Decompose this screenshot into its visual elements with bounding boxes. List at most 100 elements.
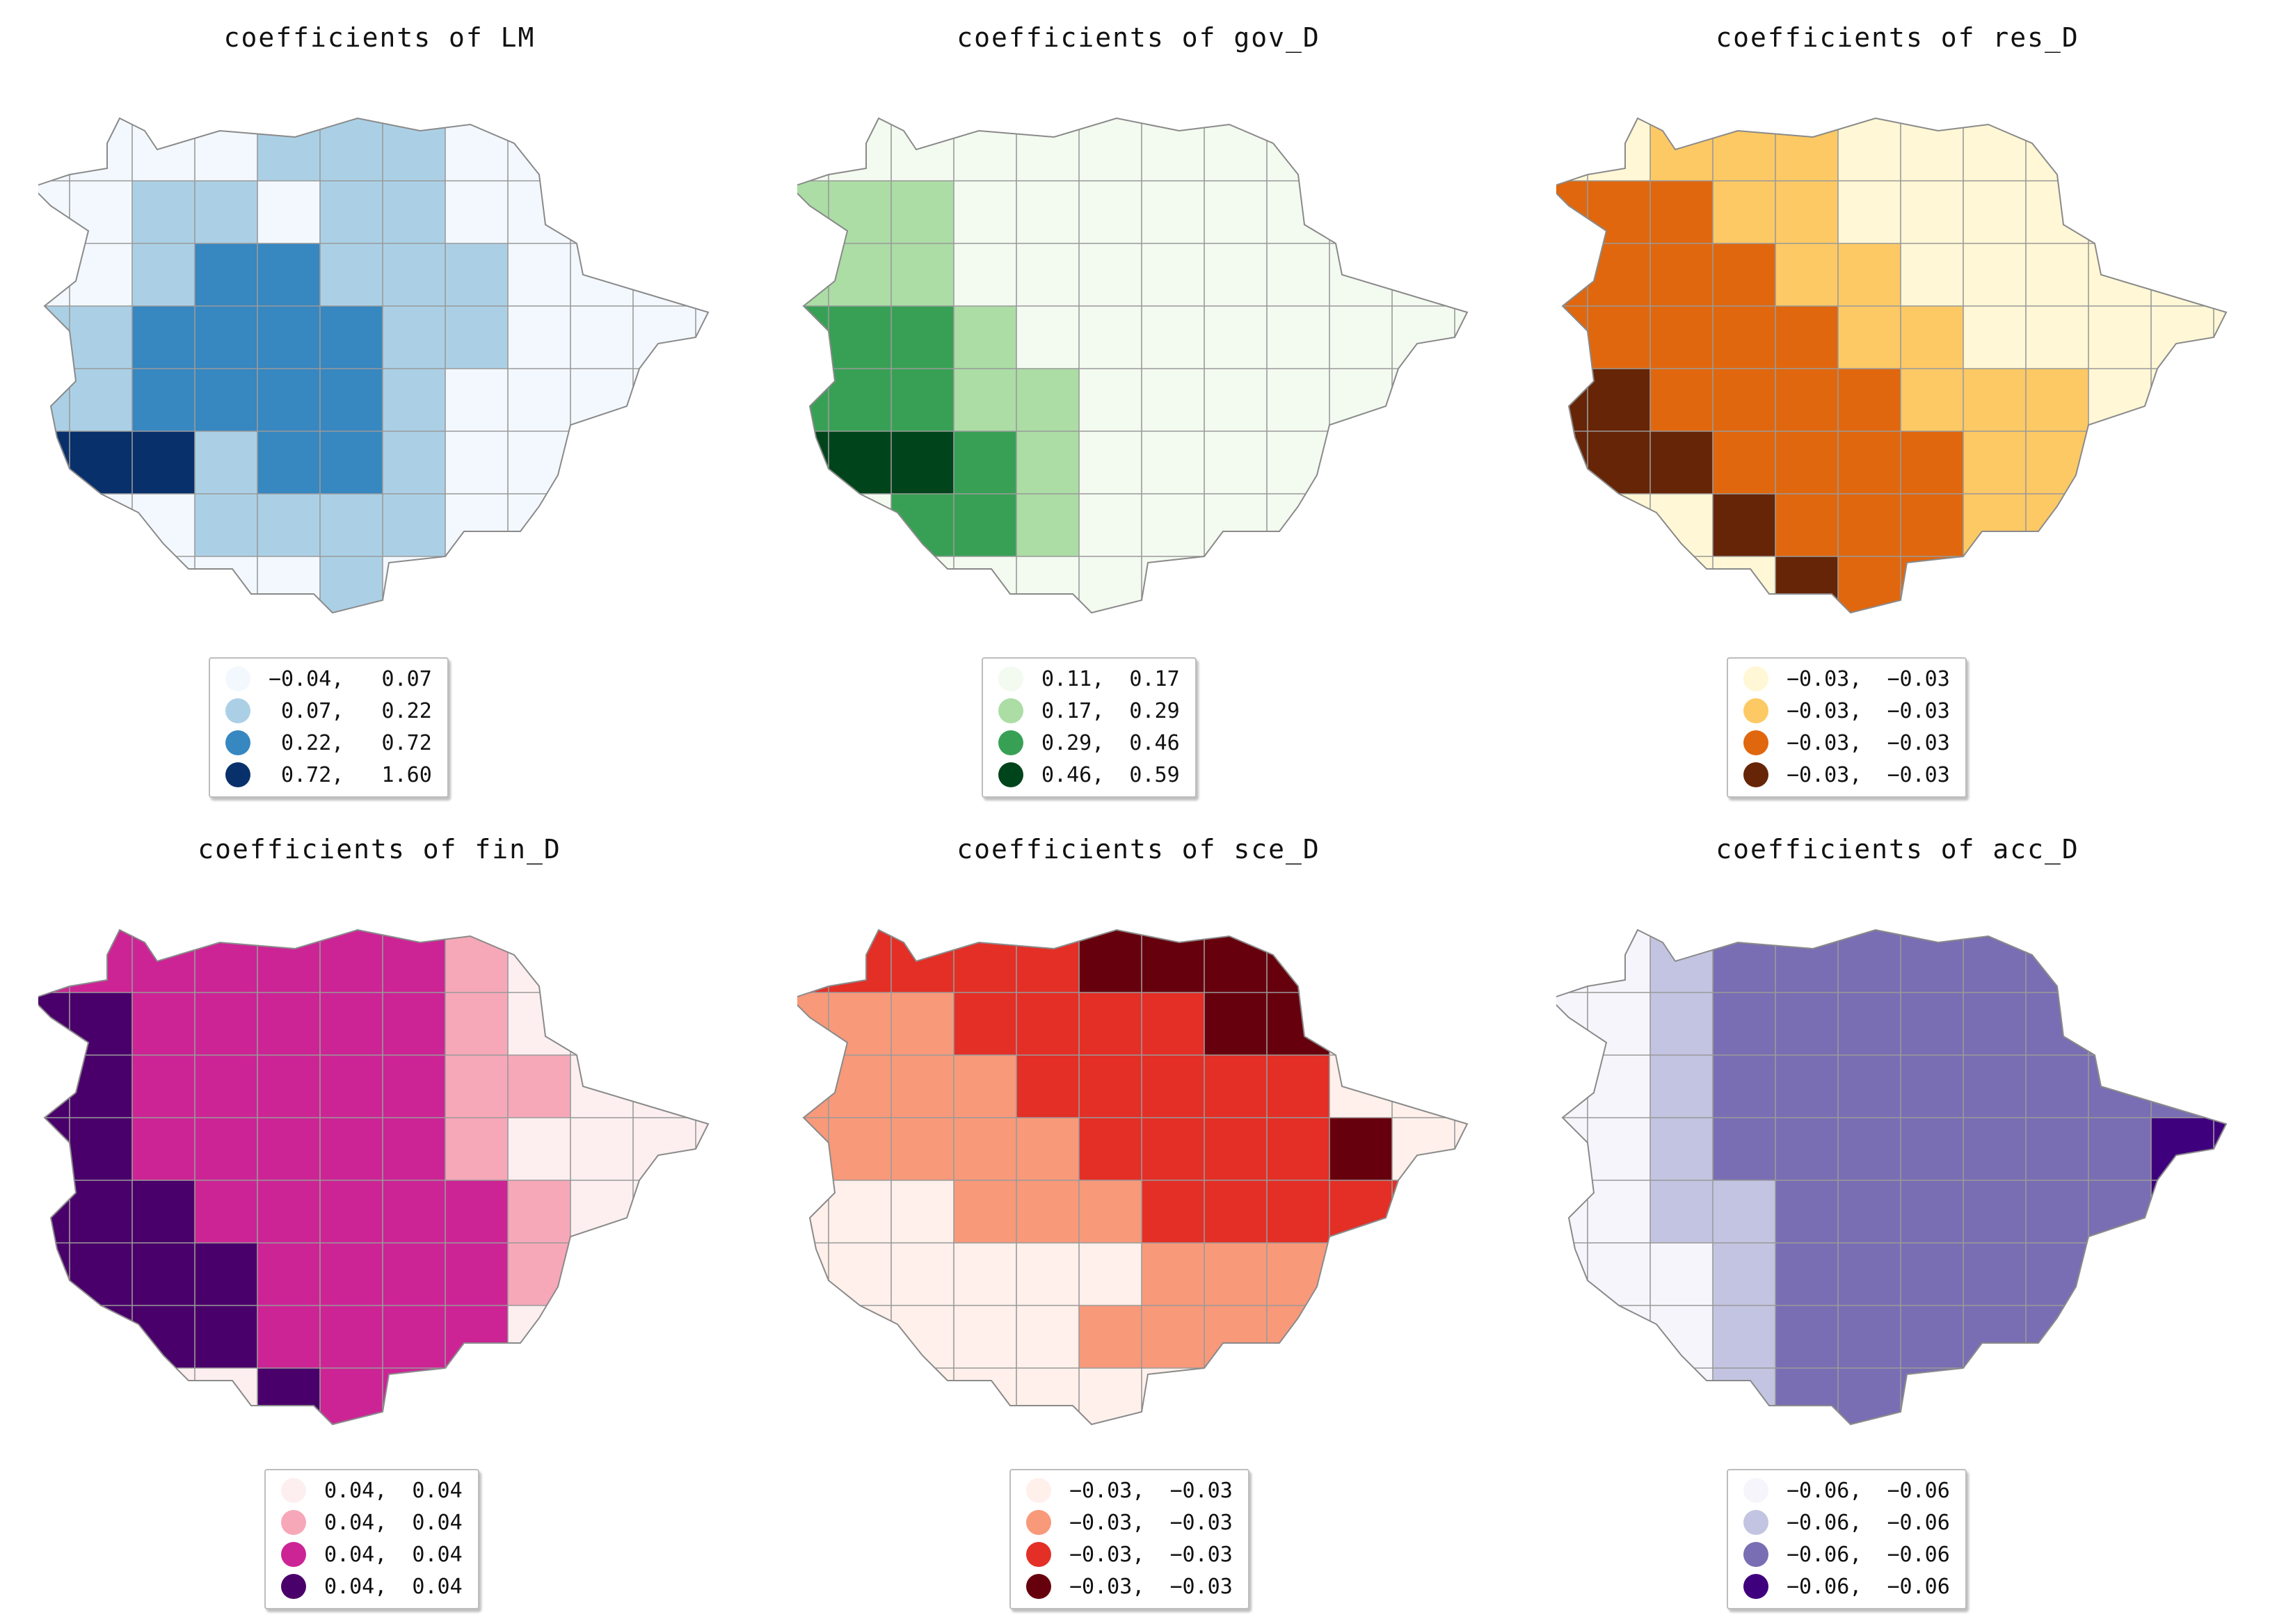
grid-cell [508,306,570,369]
grid-cell [1963,1368,2026,1424]
grid-cell [320,930,383,992]
grid-cell [891,1368,954,1424]
grid-cell [1016,369,1079,431]
grid-cell [1775,556,1838,613]
grid-cell [1650,494,1713,556]
grid-cell [1775,992,1838,1055]
grid-cell [1713,306,1775,369]
grid-cell [445,1368,508,1424]
grid-cell [570,1118,633,1180]
grid-cell [1901,306,1963,369]
grid-cell [132,556,195,613]
panel-title: coefficients of sce_D [957,834,1320,865]
grid-cell [1392,369,1467,431]
legend-swatch [998,762,1023,787]
grid-cell [1556,1055,1650,1118]
legend: −0.03, −0.03 −0.03, −0.03 −0.03, −0.03 −0.0… [1727,657,1967,798]
grid-cell [1142,992,1204,1055]
grid-cell [891,306,954,369]
grid-cell [2088,1305,2151,1368]
grid-cell [1775,243,1838,306]
grid-cell [383,556,445,613]
grid-cell [1329,556,1392,613]
grid-cell [570,556,633,613]
grid-cell [797,992,891,1055]
grid-cell [954,118,1016,181]
grid-cell [633,118,708,181]
grid-cell [132,494,195,556]
grid-cell [2151,494,2226,556]
grid-cell [1079,181,1142,243]
legend-entry: −0.03, −0.03 [1026,1570,1233,1602]
grid-cell [508,494,570,556]
grid-cell [1556,369,1650,431]
grid-cell [2088,930,2151,992]
grid-cell [891,1305,954,1368]
grid-cell [1142,1180,1204,1243]
grid-cell [1556,118,1650,181]
grid-cell [1838,243,1901,306]
grid-cell [383,1055,445,1118]
grid-cell [1556,306,1650,369]
legend-swatch [1743,666,1768,691]
grid-cell [1204,431,1267,494]
legend-label: −0.03, −0.03 [1787,730,1950,755]
grid-cell [257,992,320,1055]
grid-cell [508,556,570,613]
grid-cell [2026,930,2088,992]
legend-swatch [1026,1478,1051,1503]
grid-cells [797,930,1467,1424]
legend-swatch [281,1574,306,1599]
legend-label: 0.04, 0.04 [324,1478,463,1503]
grid-cell [383,1118,445,1180]
grid-cell [1392,494,1467,556]
grid-cell [2151,1305,2226,1368]
legend-swatch [1743,762,1768,787]
grid-cell [38,431,132,494]
grid-cell [891,1243,954,1305]
grid-cell [1775,431,1838,494]
grid-cell [38,1118,132,1180]
grid-cell [1556,181,1650,243]
grid-cell [132,1368,195,1424]
grid-cell [1392,1180,1467,1243]
grid-cell [1650,556,1713,613]
legend-entry: −0.03, −0.03 [1743,759,1950,791]
grid-cell [1838,118,1901,181]
grid-cell [1963,1305,2026,1368]
grid-cell [1392,1305,1467,1368]
grid-cell [1901,494,1963,556]
grid-cell [1556,1243,1650,1305]
grid-cell [383,1243,445,1305]
grid-cell [1713,243,1775,306]
grid-cell [1142,1368,1204,1424]
grid-cell [257,243,320,306]
grid-cell [38,181,132,243]
grid-cell [2151,556,2226,613]
grid-cell [1204,930,1267,992]
grid-cell [954,1243,1016,1305]
grid-cell [1329,243,1392,306]
legend-label: 0.07, 0.22 [269,698,432,723]
grid-cell [1204,306,1267,369]
grid-cell [797,930,891,992]
grid-cell [891,1118,954,1180]
grid-cell [1775,118,1838,181]
choropleth-map [1556,928,2228,1426]
grid-cell [1901,1055,1963,1118]
grid-cell [132,1055,195,1118]
panel-lm: coefficients of LM −0.04, 0.07 0.07, 0.2… [0,0,759,812]
legend-entry: 0.04, 0.04 [281,1474,463,1506]
grid-cell [570,431,633,494]
legend: 0.04, 0.04 0.04, 0.04 0.04, 0.04 0.04, 0.04 [264,1469,479,1609]
grid-cell [1963,1118,2026,1180]
legend-swatch [225,698,250,723]
legend-entry: −0.03, −0.03 [1026,1538,1233,1570]
grid-cell [1267,306,1329,369]
grid-cell [445,306,508,369]
grid-cell [1016,431,1079,494]
grid-cell [195,1118,257,1180]
grid-cell [195,992,257,1055]
grid-cell [1142,1118,1204,1180]
grid-cell [320,1180,383,1243]
